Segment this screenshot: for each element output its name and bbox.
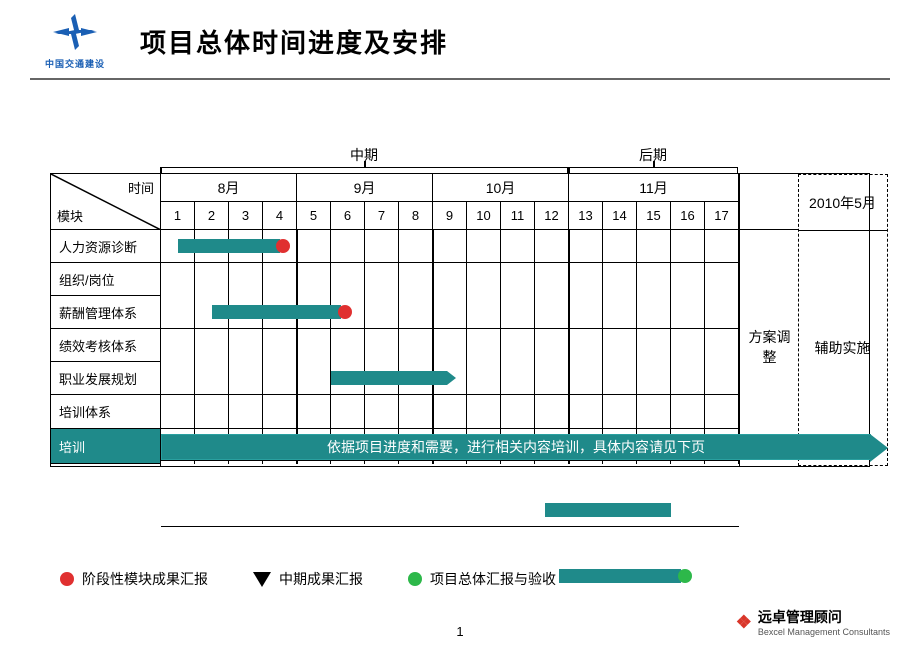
slide-title: 项目总体时间进度及安排: [140, 23, 448, 60]
footer-logo: ❖ 远卓管理顾问 Bexcel Management Consultants: [736, 607, 890, 637]
gantt-row: [161, 230, 739, 263]
week-cell: 1: [161, 202, 195, 229]
week-cell: 12: [535, 202, 569, 229]
row-label-training: 培训: [51, 428, 160, 464]
week-cell: 13: [569, 202, 603, 229]
week-cell: 8: [399, 202, 433, 229]
week-header-row: 1234567891011121314151617: [161, 202, 739, 230]
weeks-area: 8月9月10月11月 1234567891011121314151617 依据项…: [161, 174, 739, 466]
milestone-green-dot-icon: [678, 569, 692, 583]
legend-green-dot-icon: [408, 572, 422, 586]
gantt-bar: [559, 569, 681, 583]
row-label: 组织/岗位: [51, 263, 160, 296]
footer-logo-icon: ❖: [736, 612, 752, 633]
right-col-body: 辅助实施: [799, 231, 887, 465]
gantt-row: [161, 296, 739, 329]
legend-text: 阶段性模块成果汇报: [82, 569, 208, 589]
company-logo-text: 中国交通建设: [30, 57, 120, 70]
legend-triangle-icon: [253, 572, 271, 587]
corner-time-label: 时间: [128, 178, 154, 197]
right-col-header: 2010年5月: [799, 175, 887, 231]
training-row: 依据项目进度和需要，进行相关内容培训，具体内容请见下页: [161, 428, 739, 464]
legend-item: 阶段性模块成果汇报: [60, 569, 208, 589]
title-underline: [30, 78, 890, 80]
week-cell: 14: [603, 202, 637, 229]
week-cell: 5: [297, 202, 331, 229]
gantt-bar: [178, 239, 280, 253]
right-col-header: [740, 174, 799, 230]
corner-module-label: 模块: [57, 206, 83, 225]
month-header-row: 8月9月10月11月: [161, 174, 739, 202]
assist-column: 2010年5月辅助实施: [798, 174, 888, 466]
gantt-chart: 中期后期 时间 模块 人力资源诊断组织/岗位薪酬管理体系绩效考核体系职业发展规划…: [50, 145, 870, 467]
bars-area: 依据项目进度和需要，进行相关内容培训，具体内容请见下页: [161, 230, 739, 464]
right-col-body: 方案调 整: [740, 230, 799, 464]
legend-text: 中期成果汇报: [279, 569, 363, 589]
right-columns: 方案调 整2010年5月辅助实施: [739, 174, 888, 466]
week-cell: 11: [501, 202, 535, 229]
gantt-bar: [212, 305, 341, 319]
month-cell: 8月: [161, 174, 297, 201]
legend-text: 项目总体汇报与验收: [430, 569, 556, 589]
row-label: 培训体系: [51, 395, 160, 428]
slide-header: 中国交通建设 项目总体时间进度及安排: [0, 0, 920, 78]
week-cell: 7: [365, 202, 399, 229]
legend-item: 中期成果汇报: [253, 569, 363, 589]
gantt-bar: [545, 503, 671, 517]
week-cell: 4: [263, 202, 297, 229]
milestone-red-dot-icon: [276, 239, 290, 253]
week-cell: 9: [433, 202, 467, 229]
footer-logo-cn: 远卓管理顾问: [758, 609, 842, 625]
legend: 阶段性模块成果汇报 中期成果汇报 项目总体汇报与验收: [60, 569, 556, 589]
week-cell: 2: [195, 202, 229, 229]
gantt-bar: [331, 371, 447, 385]
gantt-grid: 时间 模块 人力资源诊断组织/岗位薪酬管理体系绩效考核体系职业发展规划培训体系培…: [50, 173, 870, 467]
training-banner: 依据项目进度和需要，进行相关内容培训，具体内容请见下页: [161, 434, 871, 460]
week-cell: 10: [467, 202, 501, 229]
plan-adjust-column: 方案调 整: [739, 174, 799, 466]
phase-braces: 中期后期: [50, 145, 870, 173]
page-number: 1: [456, 624, 463, 639]
week-cell: 17: [705, 202, 739, 229]
corner-cell: 时间 模块: [51, 174, 160, 230]
milestone-red-dot-icon: [338, 305, 352, 319]
row-label: 人力资源诊断: [51, 230, 160, 263]
week-cell: 16: [671, 202, 705, 229]
row-label: 绩效考核体系: [51, 329, 160, 362]
week-cell: 15: [637, 202, 671, 229]
ccc-logo-icon: [49, 12, 101, 52]
gantt-row: [161, 494, 739, 527]
legend-item: 项目总体汇报与验收: [408, 569, 556, 589]
company-logo-top: 中国交通建设: [30, 12, 120, 70]
gantt-row: [161, 362, 739, 395]
legend-red-dot-icon: [60, 572, 74, 586]
week-cell: 6: [331, 202, 365, 229]
month-cell: 9月: [297, 174, 433, 201]
row-label: 薪酬管理体系: [51, 296, 160, 329]
row-label: 职业发展规划: [51, 362, 160, 395]
footer-logo-en: Bexcel Management Consultants: [758, 627, 890, 637]
row-label-column: 时间 模块 人力资源诊断组织/岗位薪酬管理体系绩效考核体系职业发展规划培训体系培…: [51, 174, 161, 466]
month-cell: 10月: [433, 174, 569, 201]
week-cell: 3: [229, 202, 263, 229]
month-cell: 11月: [569, 174, 739, 201]
